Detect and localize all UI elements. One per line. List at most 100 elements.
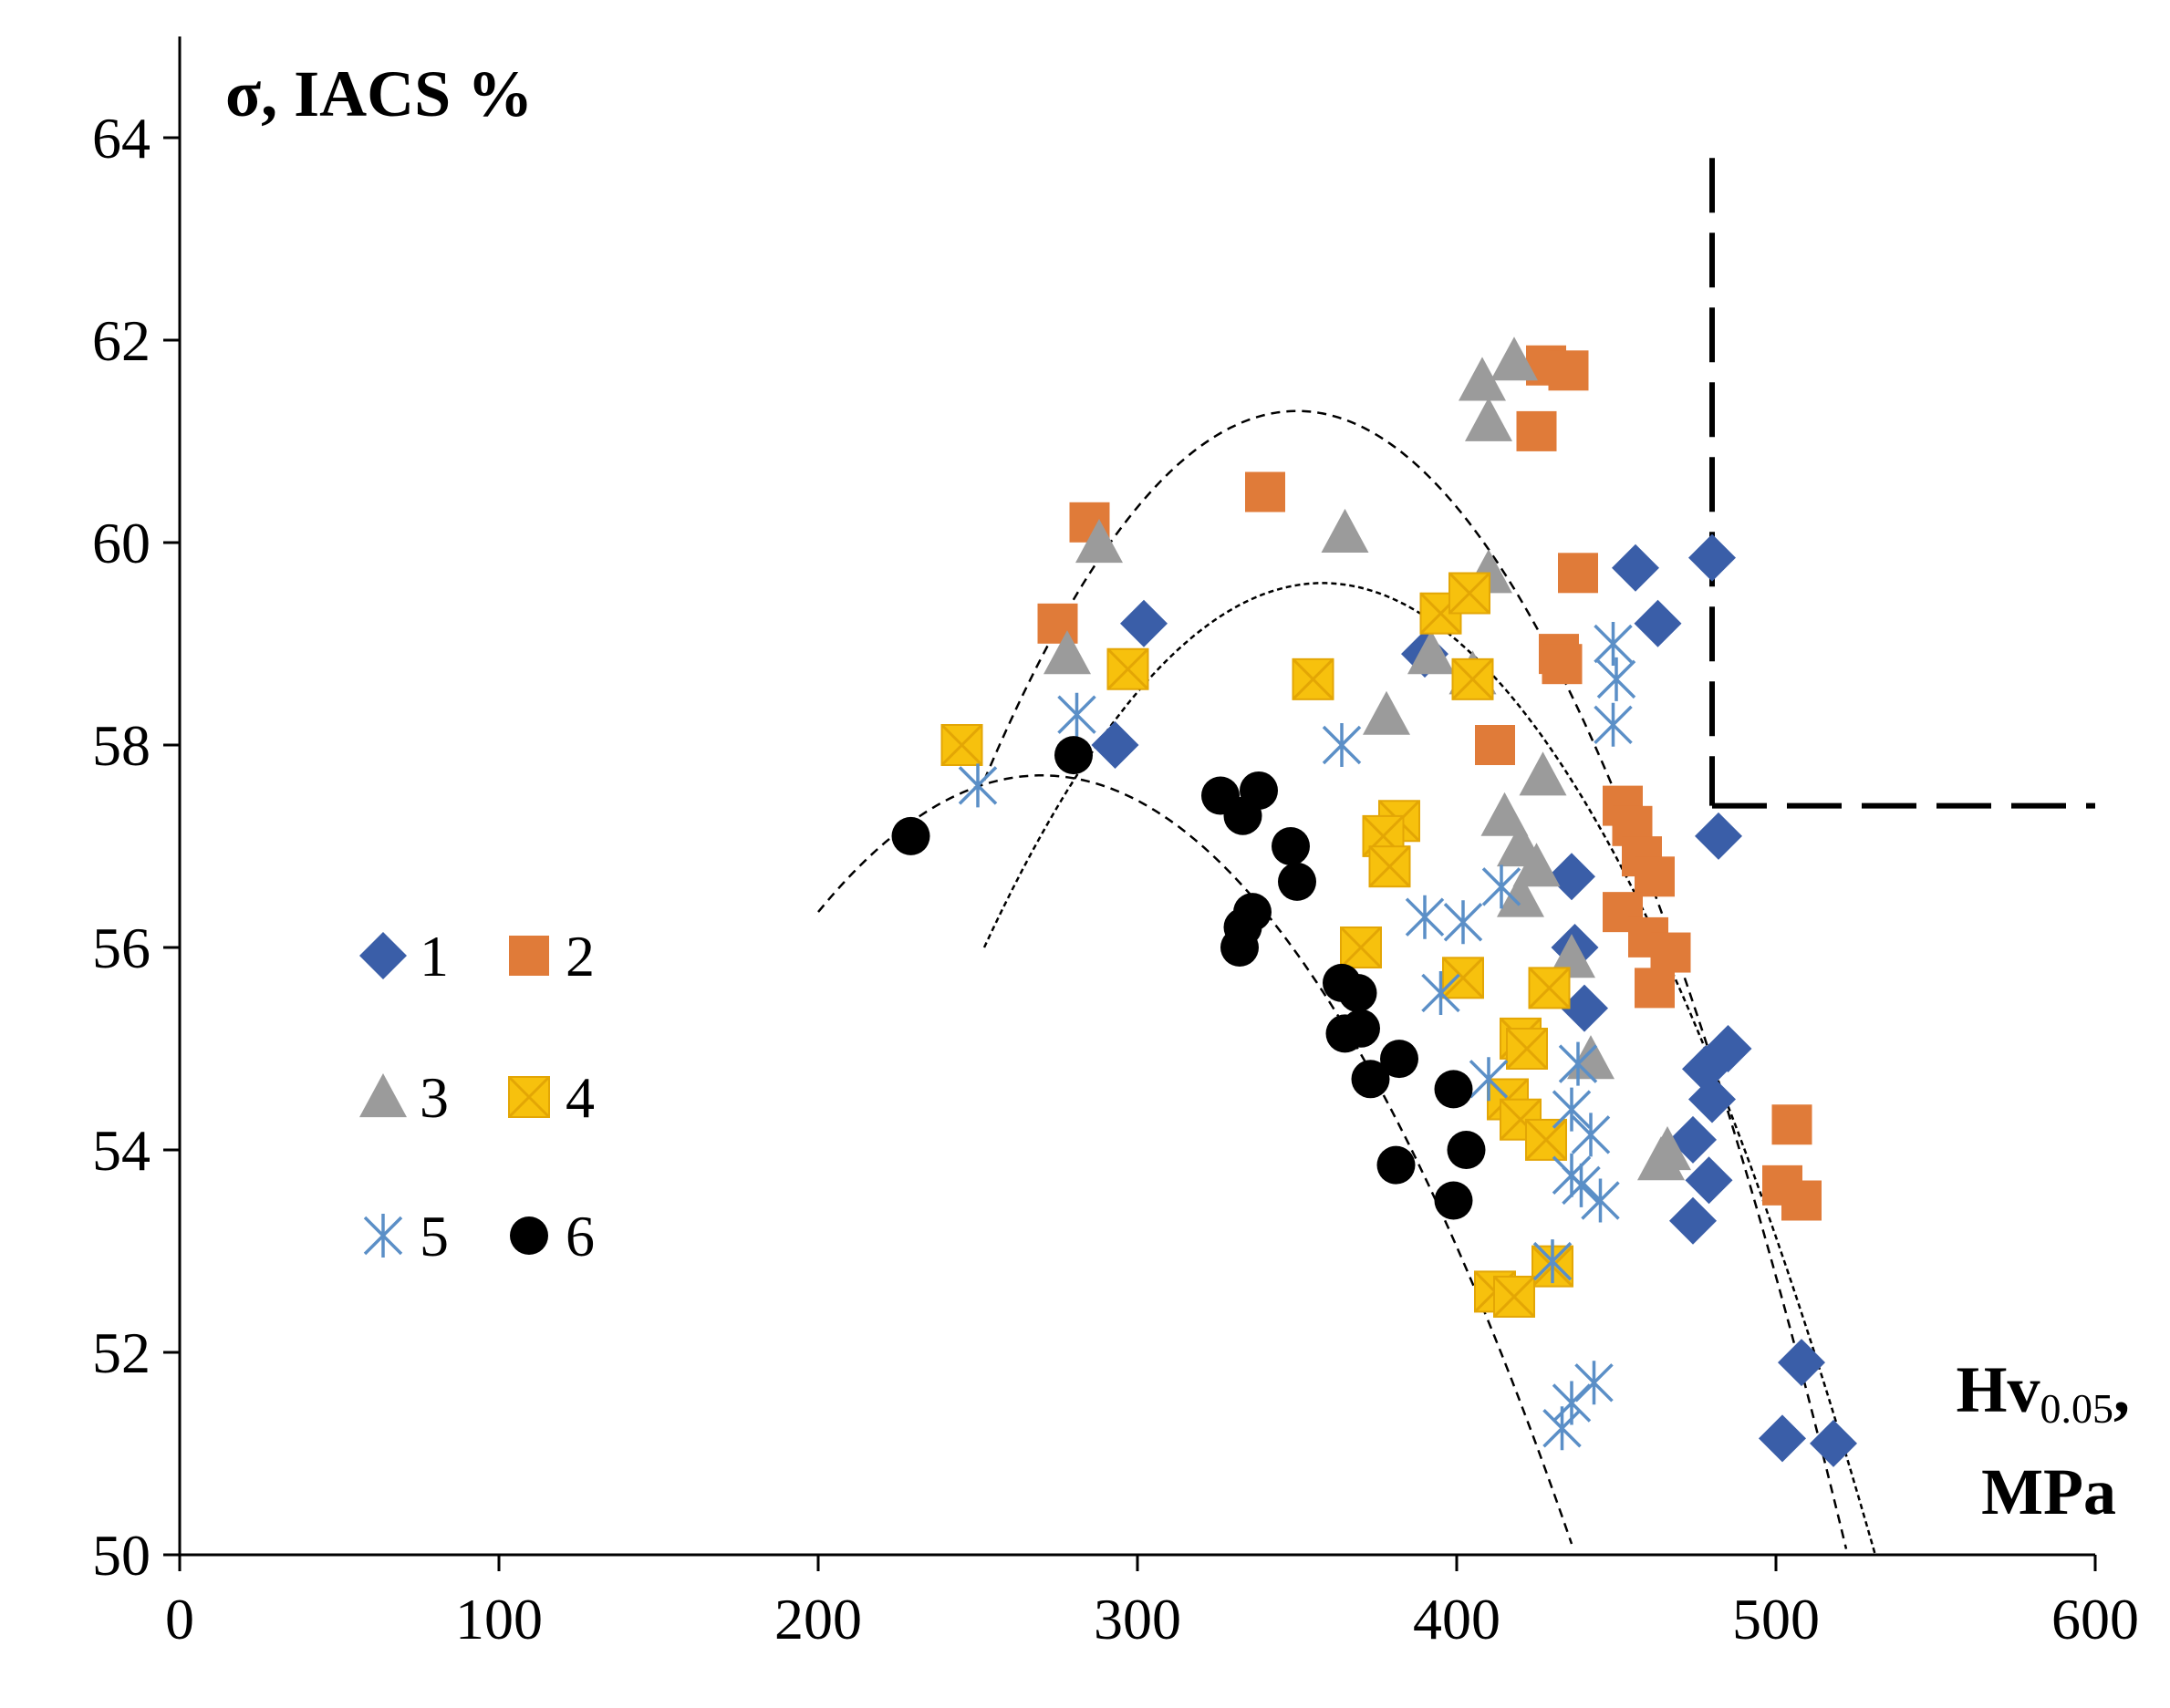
series-5-point (1057, 692, 1096, 737)
legend-marker-5 (363, 1214, 403, 1258)
legend-entry-2: 2 (509, 924, 595, 989)
legend-marker-6 (510, 1216, 548, 1255)
series-4-point (1451, 657, 1494, 700)
threshold-lines (1709, 158, 2095, 809)
legend-entry-5: 5 (363, 1204, 449, 1268)
series-2-point (1650, 932, 1691, 973)
xsquare-cross (1528, 967, 1571, 1009)
series-3-point (1512, 843, 1561, 887)
xsquare-cross (1339, 926, 1383, 969)
series-6-point (1447, 1131, 1486, 1169)
series-3-point (1644, 1126, 1691, 1171)
legend-entry-6: 6 (510, 1204, 595, 1268)
series-5-point (1469, 1057, 1509, 1102)
x-tick-label: 600 (2051, 1587, 2139, 1651)
series-3-point (1407, 630, 1455, 675)
x-tick-label: 100 (455, 1587, 543, 1651)
series-4-point (1448, 572, 1491, 615)
series-5-point (1481, 864, 1521, 909)
series-4-point (1505, 1027, 1549, 1071)
xsquare-cross (1106, 647, 1149, 690)
series-2-point (1548, 350, 1589, 391)
series-3-point (1567, 1035, 1615, 1080)
series-3-point (1548, 934, 1595, 978)
xsquare-cross (1368, 845, 1411, 888)
series-1-point (1695, 812, 1742, 860)
series-4-point (1441, 957, 1485, 999)
series-5-point (1552, 1087, 1592, 1132)
series-4-point (1292, 657, 1334, 700)
series-3-point (1363, 690, 1410, 735)
series-5-point (1542, 1406, 1582, 1451)
series-3-point (1465, 397, 1512, 441)
xsquare-cross (940, 723, 983, 767)
series-4-point (940, 723, 983, 767)
series-2-point (1558, 553, 1598, 594)
series-4-point (1106, 647, 1149, 690)
series-3-point (1497, 873, 1544, 917)
series-2-point (1771, 1104, 1812, 1145)
series-6-point (1434, 1070, 1473, 1109)
series-5-point (1562, 1163, 1601, 1207)
xsquare-cross (1451, 657, 1494, 700)
series-1-point (1810, 1419, 1857, 1467)
series-3 (1043, 336, 1691, 1181)
series-1-point (1634, 599, 1682, 647)
x-tick-label: 200 (774, 1587, 862, 1651)
x-axis-title-main: Hv (1956, 1353, 2040, 1426)
upper-curve (982, 409, 1848, 1549)
x-axis-title: Hv0.05, (1956, 1353, 2130, 1432)
legend-marker-3 (359, 1073, 407, 1118)
series-4-point (1492, 1275, 1536, 1319)
legend-label-1: 1 (420, 924, 449, 989)
y-tick-label: 62 (92, 308, 151, 373)
series-1-point (1091, 721, 1139, 769)
series-5-point (1443, 900, 1483, 945)
legend-label-2: 2 (566, 924, 595, 989)
series-6-point (1278, 862, 1316, 901)
series-3-point (1480, 792, 1529, 836)
series-1-point (1669, 1196, 1717, 1245)
series-5-point (1322, 723, 1362, 767)
series-5-point (1421, 970, 1460, 1015)
series-5-point (958, 763, 998, 808)
legend: 1 2 3 4 5 6 (359, 924, 595, 1268)
series-2-point (1245, 471, 1285, 512)
series-5-point (1558, 1041, 1598, 1086)
xsquare-cross (1441, 957, 1485, 999)
series-4-point (1528, 967, 1571, 1009)
x-tick-label: 500 (1732, 1587, 1820, 1651)
x-tick-label: 0 (165, 1587, 194, 1651)
series-5-point (1571, 1113, 1611, 1157)
series-1-point (1688, 1075, 1736, 1123)
legend-marker-1 (359, 932, 407, 979)
series-5-point (1594, 622, 1633, 666)
legend-label-4: 4 (566, 1065, 595, 1130)
x-tick-label: 300 (1094, 1587, 1181, 1651)
xsquare-cross (1292, 657, 1334, 700)
series-1-point (1548, 853, 1595, 901)
series-2-point (1516, 410, 1557, 451)
legend-entry-4: 4 (507, 1065, 595, 1130)
series-4-point (1524, 1118, 1568, 1161)
series-6-point (1338, 973, 1377, 1012)
series-5-point (1581, 1178, 1620, 1223)
series-6-point (891, 816, 930, 855)
x-axis-unit: MPa (1981, 1455, 2116, 1528)
xsquare-cross (1492, 1275, 1536, 1319)
series-1-point (1685, 1156, 1733, 1205)
x-tick-label: 400 (1413, 1587, 1500, 1651)
series-6-point (1434, 1181, 1473, 1220)
series-2-point (1635, 968, 1675, 1009)
series-3-point (1490, 336, 1538, 381)
y-tick-label: 58 (92, 713, 151, 778)
legend-marker-2 (509, 936, 549, 976)
xsquare-cross (1524, 1118, 1568, 1161)
series-2-point (1635, 856, 1675, 897)
series-5-point (1405, 895, 1445, 939)
series-2-point (1037, 603, 1078, 644)
xsquare-cross (507, 1075, 551, 1119)
series-6-point (1351, 1060, 1390, 1099)
series-6-point (1220, 928, 1259, 967)
